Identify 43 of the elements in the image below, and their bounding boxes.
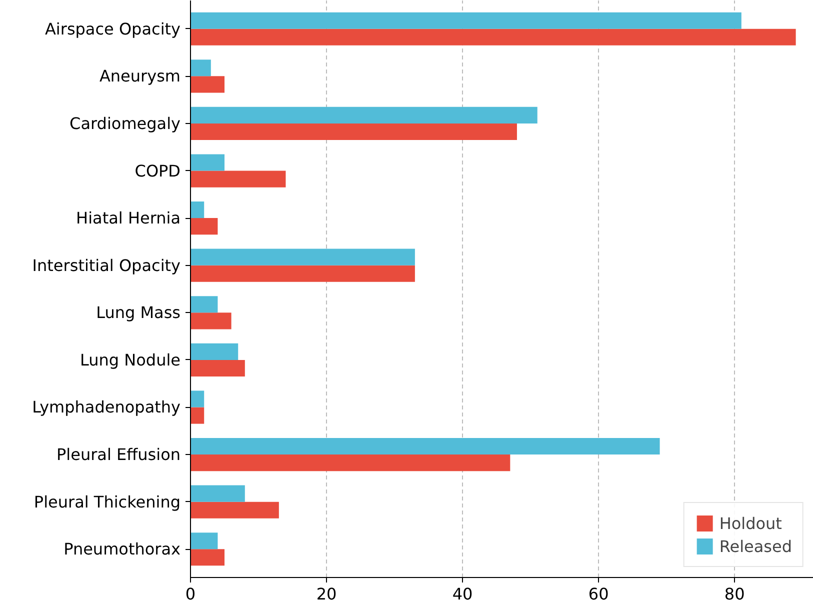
- x-tick-label: 40: [452, 584, 473, 604]
- bar: [190, 502, 279, 518]
- y-tick-label: COPD: [134, 161, 180, 180]
- y-tick-label: Lymphadenopathy: [32, 398, 180, 417]
- y-tick-label: Hiatal Hernia: [76, 208, 180, 228]
- bar: [190, 454, 510, 472]
- y-tick-label: Pleural Thickening: [34, 492, 181, 512]
- bar: [190, 265, 415, 282]
- y-tick-label: Lung Nodule: [80, 350, 180, 370]
- bar: [190, 407, 204, 424]
- x-tick-label: 20: [316, 584, 337, 604]
- bar: [190, 60, 211, 76]
- y-tick-label: Interstitial Opacity: [32, 256, 180, 275]
- bar: [190, 390, 204, 408]
- bar: [190, 202, 204, 218]
- bar: [190, 106, 538, 124]
- x-tick-label: 80: [724, 584, 745, 604]
- legend-label: Holdout: [719, 514, 782, 532]
- bar: [190, 343, 238, 360]
- y-tick-label: Pneumothorax: [64, 540, 180, 559]
- bar: [190, 123, 517, 140]
- x-tick-label: 0: [185, 584, 196, 604]
- bar: [190, 360, 245, 376]
- bar: [190, 76, 225, 93]
- bar: [190, 549, 225, 566]
- bar: [190, 28, 796, 46]
- bar: [190, 296, 218, 313]
- y-tick-label: Lung Mass: [96, 303, 180, 322]
- bar: [190, 12, 742, 29]
- y-tick-label: Aneurysm: [99, 66, 181, 86]
- bar: [190, 218, 218, 235]
- y-tick-label: Pleural Effusion: [56, 445, 181, 464]
- y-tick-label: Cardiomegaly: [70, 114, 180, 133]
- bar: [190, 248, 415, 266]
- legend-label: Released: [719, 536, 792, 556]
- bar: [190, 438, 660, 455]
- bar: [190, 532, 218, 550]
- bar: [190, 170, 286, 188]
- bar: [190, 312, 232, 330]
- bar: [190, 485, 245, 502]
- x-tick-label: 60: [588, 584, 609, 604]
- bar: [190, 154, 225, 171]
- y-tick-label: Airspace Opacity: [44, 19, 180, 38]
